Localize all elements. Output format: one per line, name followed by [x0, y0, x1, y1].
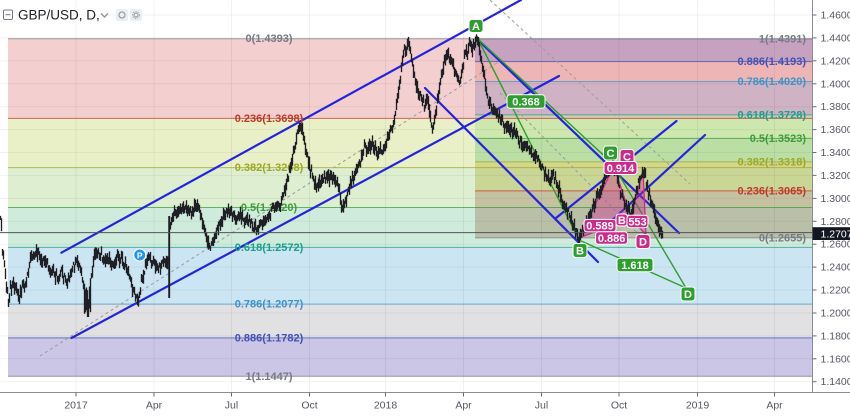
svg-text:B: B: [618, 215, 626, 227]
svg-text:Apr: Apr: [146, 400, 163, 412]
svg-text:0.236(1.3065): 0.236(1.3065): [738, 185, 807, 197]
svg-text:1.618: 1.618: [621, 260, 649, 272]
svg-text:1.4000: 1.4000: [821, 78, 850, 90]
svg-text:Oct: Oct: [301, 400, 317, 412]
svg-text:Jul: Jul: [535, 400, 548, 412]
svg-text:1.2800: 1.2800: [821, 216, 850, 228]
svg-text:0.914: 0.914: [607, 163, 635, 175]
svg-text:1.3000: 1.3000: [821, 193, 850, 205]
svg-text:1.2707: 1.2707: [821, 228, 850, 240]
svg-text:C: C: [607, 148, 615, 160]
svg-text:1.2200: 1.2200: [821, 285, 850, 297]
svg-text:0(1.2655): 0(1.2655): [759, 232, 806, 244]
svg-text:P: P: [137, 251, 143, 261]
svg-text:1.3800: 1.3800: [821, 101, 850, 113]
svg-text:Jul: Jul: [225, 400, 238, 412]
svg-text:1.3200: 1.3200: [821, 170, 850, 182]
svg-text:0.786(1.2077): 0.786(1.2077): [235, 299, 304, 311]
svg-text:Apr: Apr: [766, 400, 783, 412]
svg-text:1(1.1447): 1(1.1447): [245, 371, 292, 383]
svg-text:2017: 2017: [64, 400, 88, 412]
svg-text:0.618(1.3728): 0.618(1.3728): [738, 109, 807, 121]
svg-text:B: B: [576, 246, 584, 258]
svg-text:0.368: 0.368: [512, 97, 540, 109]
svg-text:2018: 2018: [374, 400, 398, 412]
svg-text:D: D: [684, 289, 692, 301]
svg-text:553: 553: [628, 217, 646, 229]
svg-text:Oct: Oct: [611, 400, 627, 412]
svg-text:1.2600: 1.2600: [821, 239, 850, 251]
svg-text:1.1600: 1.1600: [821, 353, 850, 365]
svg-text:0.589: 0.589: [586, 221, 614, 233]
svg-text:1.3400: 1.3400: [821, 147, 850, 159]
svg-text:0.382(1.3318): 0.382(1.3318): [738, 156, 807, 168]
svg-text:1(1.4391): 1(1.4391): [759, 34, 806, 46]
svg-text:1.1800: 1.1800: [821, 330, 850, 342]
svg-text:Apr: Apr: [455, 400, 472, 412]
svg-text:0.5(1.3523): 0.5(1.3523): [750, 133, 807, 145]
svg-text:0.236(1.3698): 0.236(1.3698): [235, 113, 304, 125]
svg-text:1.2000: 1.2000: [821, 308, 850, 320]
svg-text:0.786(1.4020): 0.786(1.4020): [738, 76, 807, 88]
svg-text:1.4400: 1.4400: [821, 32, 850, 44]
svg-text:1.1400: 1.1400: [821, 376, 850, 388]
svg-text:0.886(1.4193): 0.886(1.4193): [738, 56, 807, 68]
svg-text:A: A: [472, 21, 480, 33]
svg-text:1.3600: 1.3600: [821, 124, 850, 136]
svg-text:1.2400: 1.2400: [821, 262, 850, 274]
svg-text:0.618(1.2572): 0.618(1.2572): [235, 242, 304, 254]
svg-text:D: D: [639, 237, 647, 249]
svg-text:2019: 2019: [686, 400, 710, 412]
svg-text:0.886: 0.886: [598, 233, 626, 245]
svg-text:0(1.4393): 0(1.4393): [245, 33, 292, 45]
svg-text:1.4600: 1.4600: [821, 10, 850, 22]
svg-text:0.886(1.1782): 0.886(1.1782): [235, 332, 304, 344]
svg-text:GBP/USD, D,: GBP/USD, D,: [18, 8, 100, 23]
svg-text:0.382(1.3268): 0.382(1.3268): [235, 162, 304, 174]
svg-text:1.4200: 1.4200: [821, 55, 850, 67]
